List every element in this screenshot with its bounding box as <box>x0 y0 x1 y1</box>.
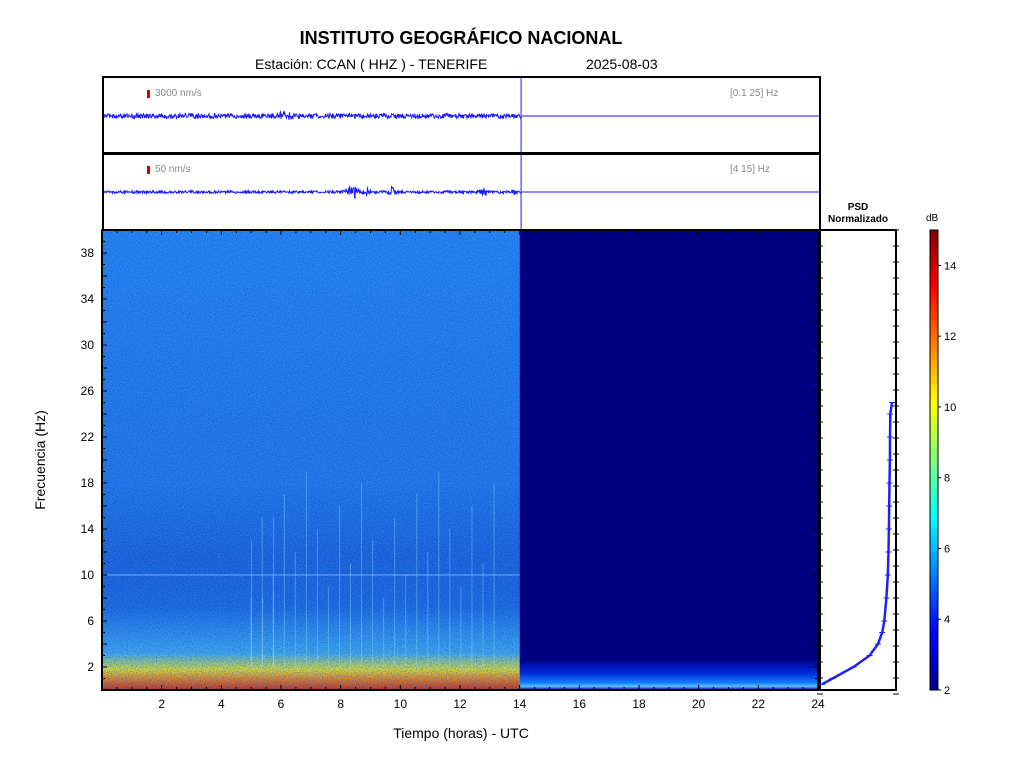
trace1-scale-label: 3000 nm/s <box>155 88 202 99</box>
trace2-band-label: [4 15] Hz <box>730 164 771 175</box>
psd-panel <box>817 229 899 695</box>
colorbar-tick-label: 6 <box>944 543 950 555</box>
x-tick-label: 24 <box>811 697 825 711</box>
x-axis-label: Tiempo (horas) - UTC <box>393 725 529 741</box>
x-tick-label: 10 <box>394 697 408 711</box>
chart-title: INSTITUTO GEOGRÁFICO NACIONAL <box>299 28 623 48</box>
spectrogram-image <box>102 230 818 690</box>
y-tick-label: 38 <box>81 246 95 260</box>
x-tick-label: 6 <box>278 697 285 711</box>
colorbar-tick-label: 14 <box>944 260 956 272</box>
y-tick-label: 22 <box>81 430 95 444</box>
psd-frame <box>819 229 897 691</box>
spectrogram-empty-area <box>519 230 818 690</box>
y-tick-label: 30 <box>81 338 95 352</box>
station-subtitle: Estación: CCAN ( HHZ ) - TENERIFE <box>255 56 488 72</box>
colorbar-tick-label: 2 <box>944 685 950 697</box>
x-tick-label: 12 <box>453 697 467 711</box>
colorbar-tick-label: 12 <box>944 331 956 343</box>
y-tick-label: 10 <box>81 568 95 582</box>
colorbar-gradient <box>929 229 939 691</box>
colorbar-tick-label: 10 <box>944 402 956 414</box>
trace2-scale-bar <box>147 166 150 174</box>
trace2-waveform <box>104 155 819 229</box>
trace2-scale-label: 50 nm/s <box>155 164 191 175</box>
colorbar-tick-label: 4 <box>944 614 950 626</box>
spectrogram-noise-dark <box>102 230 520 690</box>
x-tick-label: 8 <box>337 697 344 711</box>
trace1-scale-bar <box>147 90 150 98</box>
y-tick-label: 14 <box>81 522 95 536</box>
trace1-waveform <box>104 78 819 152</box>
psd-title-line1: PSD <box>847 202 869 213</box>
psd-title-line2: Normalizado <box>827 214 888 225</box>
psd-title: PSD Normalizado <box>820 202 896 226</box>
y-tick-label: 2 <box>87 660 94 674</box>
y-tick-label: 18 <box>81 476 95 490</box>
y-tick-label: 6 <box>87 614 94 628</box>
x-tick-label: 16 <box>573 697 587 711</box>
colorbar-unit: dB <box>926 213 939 224</box>
waveform-line <box>104 109 522 121</box>
y-tick-label: 26 <box>81 384 95 398</box>
colorbar: 2 4 6 8 10 12 14 <box>929 229 956 697</box>
x-tick-label: 22 <box>752 697 766 711</box>
date-subtitle: 2025-08-03 <box>586 56 658 72</box>
colorbar-tick-label: 8 <box>944 473 950 485</box>
x-tick-label: 4 <box>218 697 225 711</box>
waveform-line <box>104 185 522 200</box>
x-tick-label: 20 <box>692 697 706 711</box>
filtered-trace-panel: 50 nm/s [4 15] Hz <box>102 153 821 231</box>
broadband-trace-panel: 3000 nm/s [0.1 25] Hz <box>102 76 821 154</box>
x-tick-label: 14 <box>513 697 527 711</box>
x-tick-label: 2 <box>158 697 165 711</box>
trace1-band-label: [0.1 25] Hz <box>730 88 779 99</box>
y-tick-label: 34 <box>81 292 95 306</box>
x-tick-label: 18 <box>632 697 646 711</box>
